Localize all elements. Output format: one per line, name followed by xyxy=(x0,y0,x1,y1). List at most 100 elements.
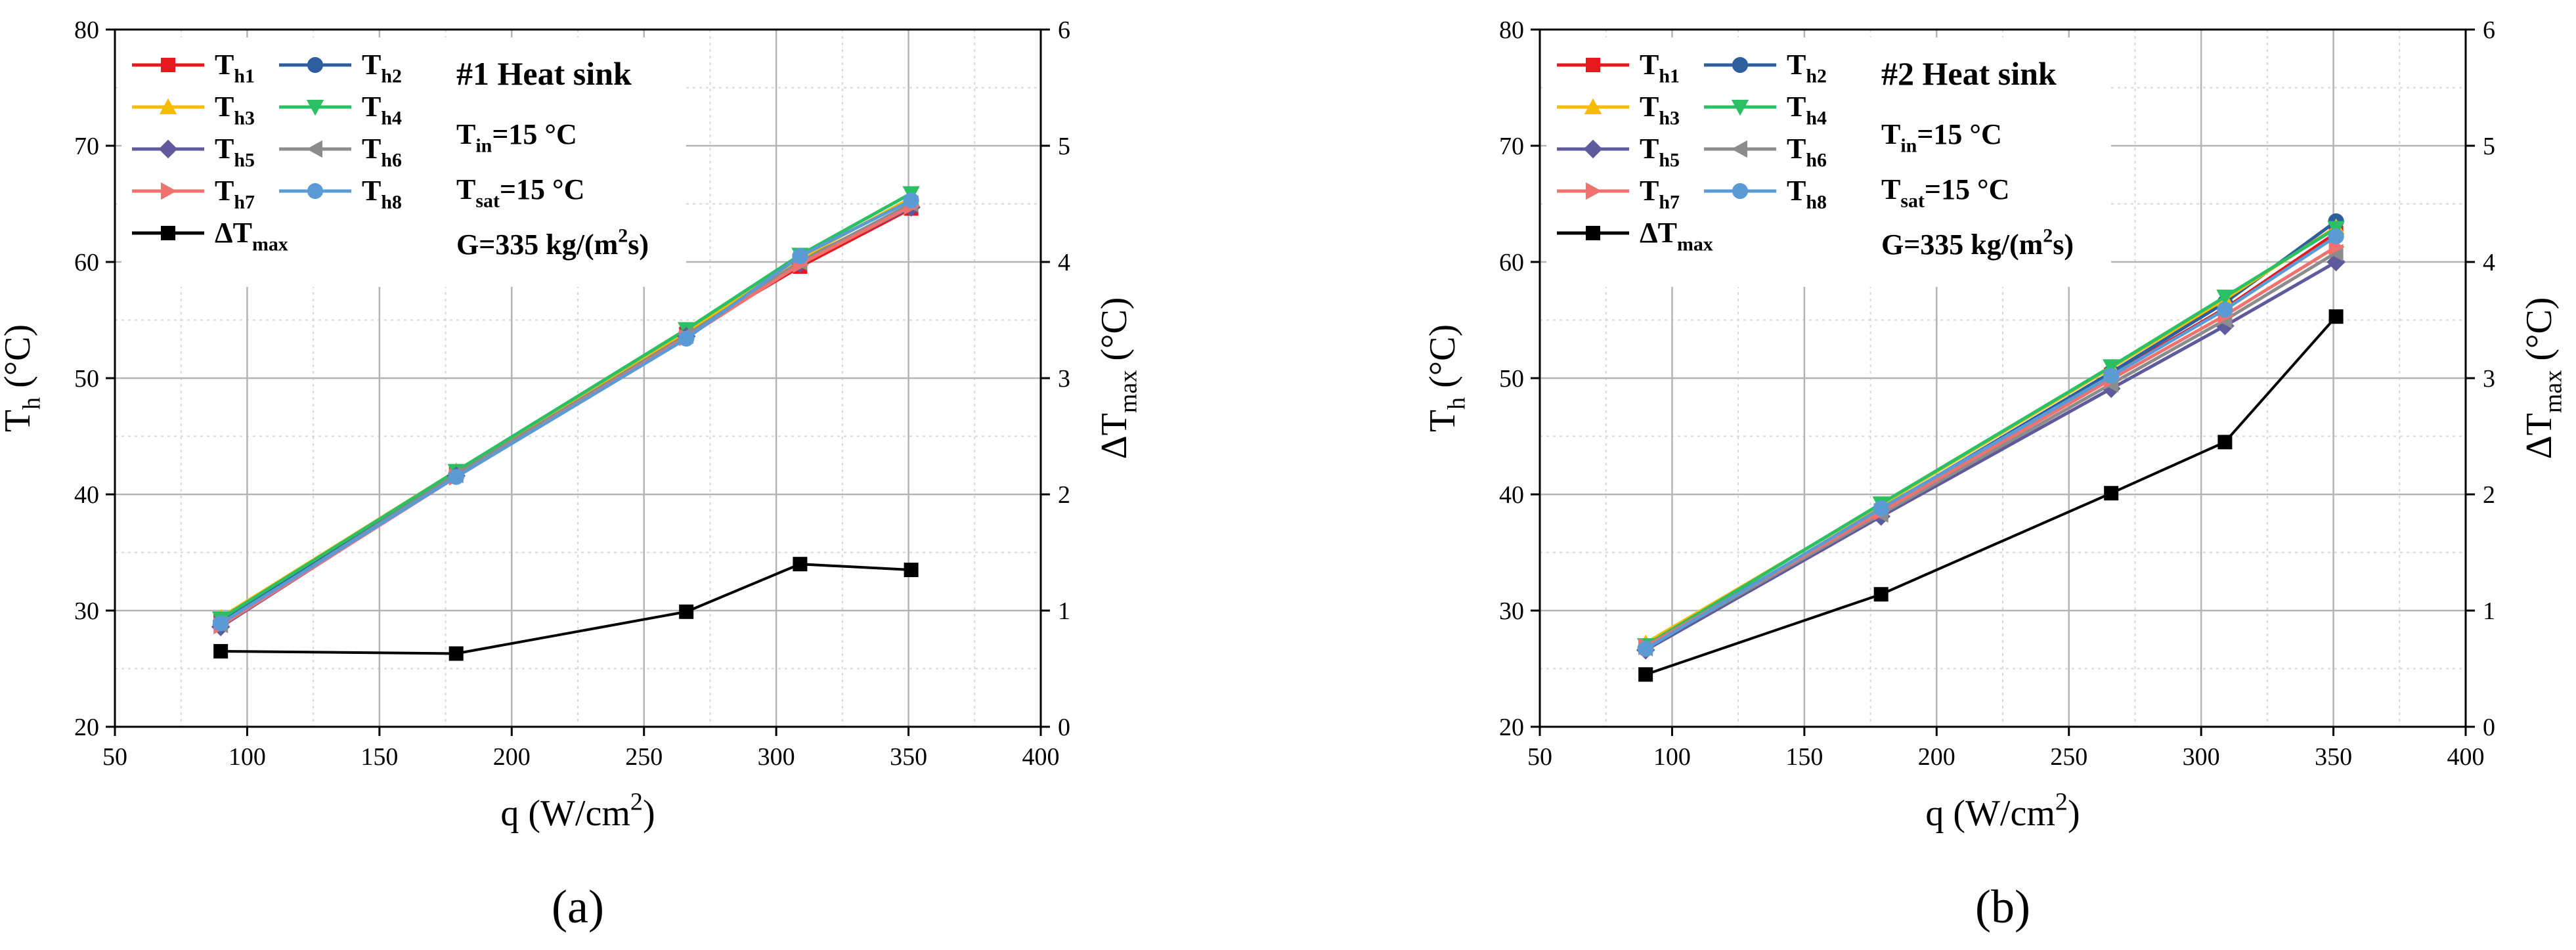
legend-label-Th7: Th7 xyxy=(1640,175,1680,213)
legend-marker-Th6 xyxy=(1731,140,1747,158)
y-right-tick-label: 4 xyxy=(1058,249,1070,276)
data-point-Th8 xyxy=(903,192,919,209)
annotation-line: G=335 kg/(m2s) xyxy=(456,225,649,261)
x-tick-label: 150 xyxy=(360,743,398,771)
x-tick-label: 50 xyxy=(102,743,127,771)
data-point-ΔTmax xyxy=(2104,486,2119,501)
legend-label-Th7: Th7 xyxy=(215,175,255,213)
panel-label: (a) xyxy=(552,880,604,933)
legend-label-Th1: Th1 xyxy=(1640,49,1680,87)
legend-marker-Th4 xyxy=(306,100,324,116)
x-tick-label: 250 xyxy=(625,743,663,771)
panel-a: 50 100 150 200 250 300 350 400 20 30 40 50 60 70 80 0 1 2… xyxy=(0,16,1143,933)
y-left-tick-label: 40 xyxy=(1499,481,1524,509)
panel-label: (b) xyxy=(1975,880,2030,933)
legend-label-Th5: Th5 xyxy=(215,133,255,171)
legend-background xyxy=(1546,37,2111,287)
legend-label-ΔTmax: ΔTmax xyxy=(215,217,288,255)
legend-label-ΔTmax: ΔTmax xyxy=(1640,217,1713,255)
legend-marker-Th2 xyxy=(1732,56,1749,74)
x-tick-label: 200 xyxy=(493,743,531,771)
data-point-Th8 xyxy=(213,615,229,632)
legend-marker-Th7 xyxy=(161,182,177,200)
legend-label-Th5: Th5 xyxy=(1640,133,1680,171)
x-axis-title: q (W/cm2) xyxy=(500,788,655,834)
legend-label-Th6: Th6 xyxy=(1787,133,1827,171)
legend-label-Th2: Th2 xyxy=(362,49,402,87)
x-tick-label: 250 xyxy=(2050,743,2087,771)
legend-label-Th8: Th8 xyxy=(362,175,402,213)
legend-label-Th4: Th4 xyxy=(1787,91,1827,129)
legend-marker-Th6 xyxy=(306,140,322,158)
data-point-ΔTmax xyxy=(448,646,464,661)
y-right-tick-label: 5 xyxy=(1058,133,1070,160)
legend-label-Th3: Th3 xyxy=(215,91,255,129)
y-right-tick-label: 2 xyxy=(2483,481,2495,509)
data-point-Th4 xyxy=(2216,290,2234,306)
data-point-ΔTmax xyxy=(2328,309,2344,324)
y-left-tick-label: 50 xyxy=(74,365,99,393)
y-left-tick-label: 50 xyxy=(1499,365,1524,393)
data-point-Th8 xyxy=(448,469,464,485)
annotation-title: #2 Heat sink xyxy=(1881,55,2057,92)
legend-marker-Th5 xyxy=(1583,139,1603,159)
data-point-Th8 xyxy=(1873,500,1889,517)
y-left-tick-label: 70 xyxy=(1499,133,1524,160)
x-tick-label: 400 xyxy=(1022,743,1060,771)
y-left-tick-label: 70 xyxy=(74,133,99,160)
data-point-ΔTmax xyxy=(679,604,694,619)
y-right-tick-label: 1 xyxy=(2483,597,2495,625)
legend-label-Th3: Th3 xyxy=(1640,91,1680,129)
y-right-tick-label: 3 xyxy=(2483,365,2495,393)
y-left-axis-title: Th (°C) xyxy=(1422,324,1471,432)
legend-marker-Th2 xyxy=(307,56,324,74)
data-point-ΔTmax xyxy=(2217,435,2233,450)
data-point-ΔTmax xyxy=(1638,667,1653,682)
annotation-line: Tsat=15 °C xyxy=(1881,173,2009,211)
legend-marker-Th8 xyxy=(307,183,324,200)
legend-label-Th1: Th1 xyxy=(215,49,255,87)
y-right-tick-label: 6 xyxy=(1058,16,1070,44)
x-tick-label: 100 xyxy=(229,743,266,771)
data-point-Th8 xyxy=(678,330,695,347)
legend-label-Th4: Th4 xyxy=(362,91,402,129)
annotation-line: Tin=15 °C xyxy=(1881,118,2002,156)
x-tick-label: 350 xyxy=(890,743,927,771)
x-tick-label: 300 xyxy=(2183,743,2220,771)
legend-background xyxy=(121,37,686,287)
y-right-axis-title: ΔTmax (°C) xyxy=(1094,297,1143,460)
x-tick-label: 300 xyxy=(758,743,795,771)
data-point-Th5 xyxy=(2216,316,2235,335)
y-right-tick-label: 2 xyxy=(1058,481,1070,509)
legend-marker-ΔTmax xyxy=(1586,226,1600,240)
data-point-ΔTmax xyxy=(793,557,808,572)
data-point-Th8 xyxy=(792,248,808,265)
legend-marker-Th8 xyxy=(1732,183,1749,200)
y-left-tick-label: 30 xyxy=(1499,597,1524,625)
x-tick-label: 50 xyxy=(1527,743,1552,771)
data-point-ΔTmax xyxy=(213,643,229,659)
y-left-tick-label: 60 xyxy=(74,249,99,276)
y-left-tick-label: 30 xyxy=(74,597,99,625)
annotation-title: #1 Heat sink xyxy=(456,55,632,92)
x-tick-label: 350 xyxy=(2315,743,2352,771)
x-tick-label: 200 xyxy=(1918,743,1955,771)
panel-b: 50 100 150 200 250 300 350 400 20 30 40 50 60 70 80 0 1 2… xyxy=(1422,16,2567,933)
y-right-tick-label: 0 xyxy=(2483,714,2495,741)
legend-marker-Th3 xyxy=(1584,98,1602,114)
y-left-tick-label: 60 xyxy=(1499,249,1524,276)
y-right-tick-label: 3 xyxy=(1058,365,1070,393)
legend-label-Th6: Th6 xyxy=(362,133,402,171)
y-right-tick-label: 1 xyxy=(1058,597,1070,625)
legend-marker-Th7 xyxy=(1586,182,1602,200)
y-right-axis-title: ΔTmax (°C) xyxy=(2519,297,2567,460)
data-point-ΔTmax xyxy=(904,563,919,578)
annotation-line: Tsat=15 °C xyxy=(456,173,584,211)
legend-label-Th8: Th8 xyxy=(1787,175,1827,213)
y-left-tick-label: 40 xyxy=(74,481,99,509)
data-point-ΔTmax xyxy=(1873,587,1888,602)
x-tick-label: 100 xyxy=(1653,743,1691,771)
y-left-axis-title: Th (°C) xyxy=(0,324,46,432)
y-right-tick-label: 4 xyxy=(2483,249,2495,276)
